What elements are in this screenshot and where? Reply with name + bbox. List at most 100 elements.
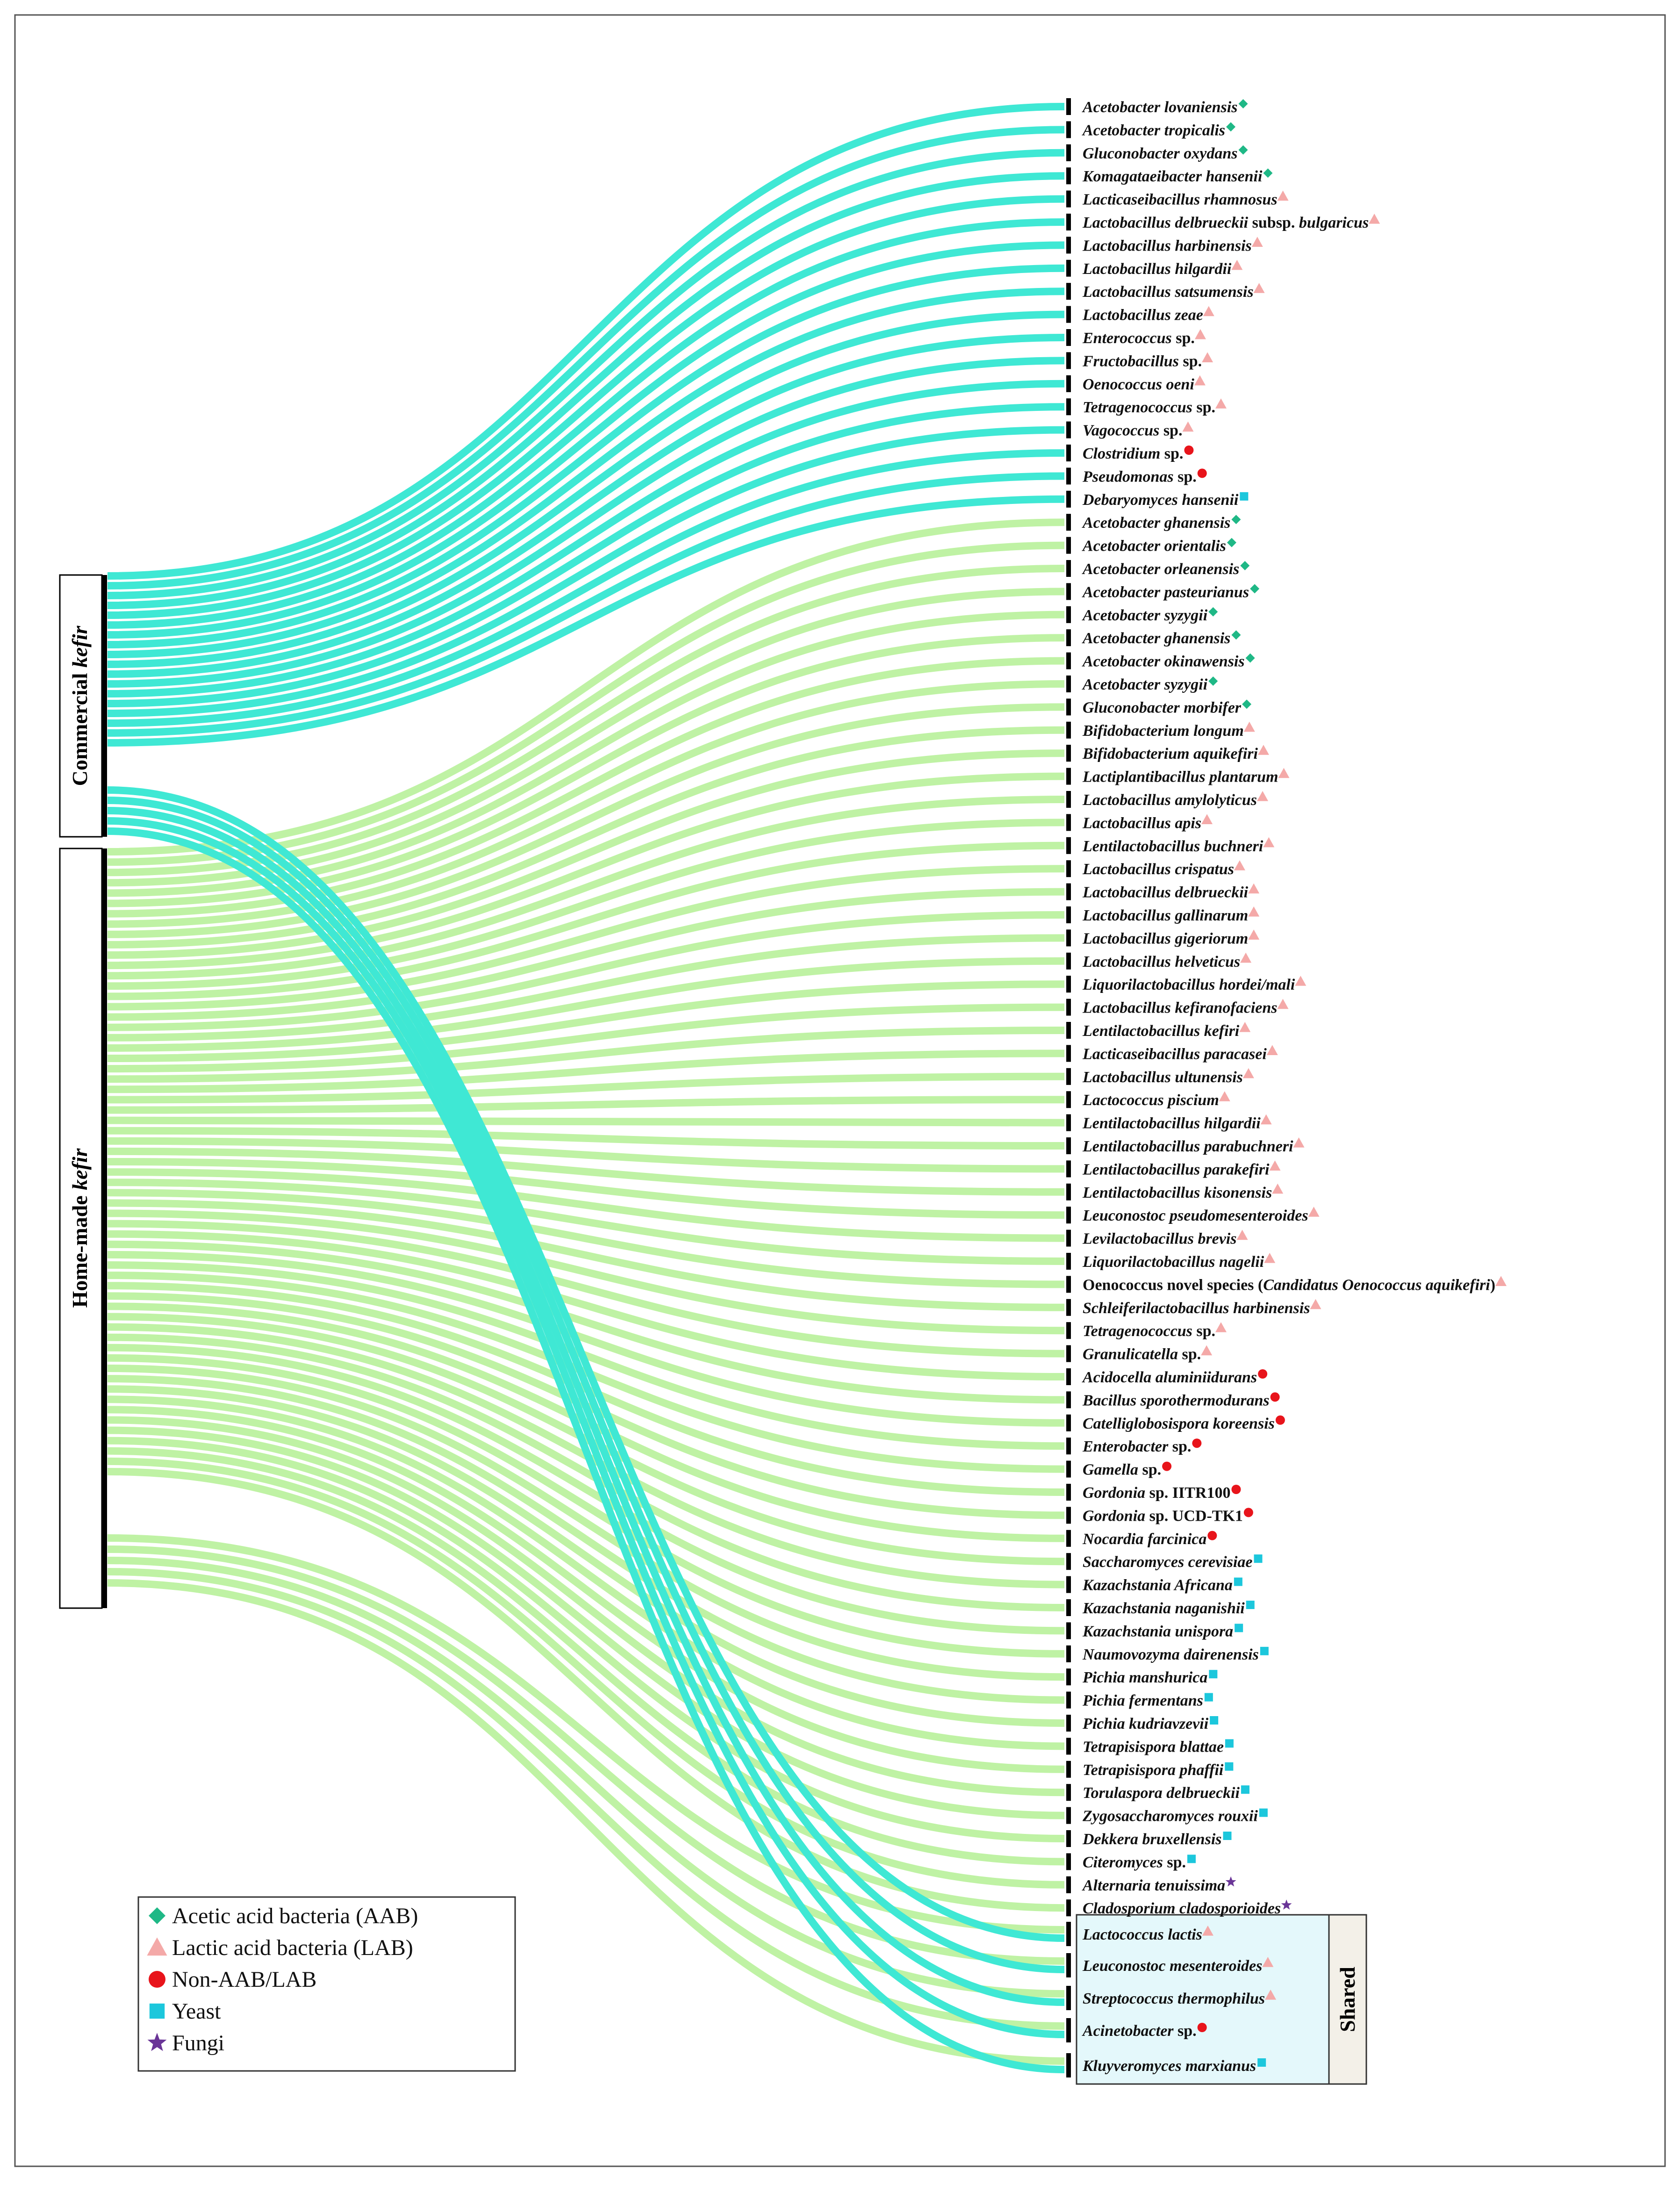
homemade-group: Home-made kefir: [59, 848, 107, 1609]
species-node: [1066, 1299, 1071, 1316]
homemade-flow: [107, 772, 1065, 970]
lab-marker-icon: [1308, 1207, 1320, 1217]
commercial-flow: [107, 403, 1065, 707]
species-node: [1066, 1576, 1071, 1593]
species-label: Debaryomyces hansenii: [1082, 491, 1239, 509]
species-label: Bifidobacterium longum: [1082, 722, 1244, 740]
species-label: Gordonia sp. IITR100: [1083, 1484, 1230, 1502]
yeast-marker-icon: [1234, 1577, 1242, 1586]
species-label: Kazachstania naganishii: [1082, 1600, 1245, 1617]
lab-marker-icon: [1272, 1183, 1284, 1194]
species-label: Lactobacillus crispatus: [1082, 861, 1234, 878]
species-node: [1066, 1460, 1071, 1478]
homemade-flow: [107, 1158, 1065, 1219]
shared-species-node: [1066, 2018, 1071, 2042]
homemade-flow: [107, 1168, 1065, 1242]
commercial-flow: [107, 195, 1065, 619]
shared-species-node: [1066, 2053, 1071, 2077]
species-label: Pichia kudriavzevii: [1082, 1715, 1209, 1732]
species-node: [1066, 98, 1071, 115]
species-node: [1066, 1391, 1071, 1409]
homemade-flow: [107, 1406, 1065, 1773]
legend-label: Lactic acid bacteria (LAB): [172, 1935, 413, 1960]
species-node: [1066, 121, 1071, 138]
homemade-flow: [107, 1251, 1065, 1427]
species-label: Acetobacter ghanensis: [1082, 514, 1230, 532]
commercial-group-box: [59, 574, 103, 838]
aab-marker-icon: [1208, 607, 1218, 617]
species-node: [1066, 768, 1071, 785]
aab-marker-icon: [1240, 561, 1250, 570]
nonaab-marker-icon: [1258, 1369, 1268, 1379]
species-node: [1066, 1091, 1071, 1108]
yeast-marker-icon: [1257, 2058, 1266, 2067]
species-label: Tetrapisispora phaffii: [1083, 1761, 1224, 1779]
aab-marker-icon: [1263, 168, 1273, 178]
species-node: [1066, 1761, 1071, 1778]
homemade-flow: [107, 541, 1065, 866]
homemade-flow: [107, 1147, 1065, 1196]
species-node: [1066, 190, 1071, 208]
species-label: Naumovozyma dairenensis: [1082, 1646, 1259, 1663]
homemade-flow: [107, 957, 1065, 1052]
species-label: Liquorilactobacillus hordei/mali: [1082, 976, 1295, 993]
lab-marker-icon: [1203, 306, 1214, 316]
species-node: [1066, 1022, 1071, 1039]
species-node: [1066, 1345, 1071, 1362]
lab-marker-icon: [147, 1937, 167, 1956]
species-label: Pseudomonas sp.: [1082, 468, 1197, 485]
species-node: [1066, 1830, 1071, 1847]
lab-marker-icon: [1182, 421, 1194, 432]
shared-species-label: Kluyveromyces marxianus: [1082, 2057, 1256, 2075]
lab-marker-icon: [1264, 1253, 1276, 1263]
homemade-group-label: Home-made kefir: [68, 1148, 92, 1308]
homemade-flow: [107, 1003, 1065, 1073]
species-node: [1066, 1045, 1071, 1062]
lab-marker-icon: [1202, 352, 1213, 362]
homemade-flow: [107, 1468, 1065, 1912]
species-label: Tetrapisispora blattae: [1083, 1738, 1224, 1755]
homemade-flow: [107, 1354, 1065, 1658]
species-label: Pichia fermentans: [1082, 1692, 1203, 1710]
lab-marker-icon: [1201, 1345, 1213, 1356]
species-label: Lacticaseibacillus paracasei: [1082, 1045, 1267, 1063]
shared-species-label: Acinetobacter sp.: [1082, 2022, 1197, 2040]
species-node: [1066, 629, 1071, 647]
species-nodes: [1066, 98, 1071, 2077]
lab-marker-icon: [1257, 745, 1269, 755]
commercial-flow: [107, 172, 1065, 609]
species-node: [1066, 306, 1071, 323]
homemade-flow: [107, 841, 1065, 1000]
lab-marker-icon: [1248, 883, 1260, 894]
species-label: Lactobacillus hilgardii: [1082, 260, 1232, 278]
lab-marker-icon: [1278, 768, 1290, 778]
yeast-marker-icon: [1246, 1601, 1255, 1609]
lab-marker-icon: [1266, 1045, 1278, 1055]
species-label: Acetobacter orleanensis: [1082, 561, 1239, 578]
species-label: Lentilactobacillus kefiri: [1082, 1022, 1240, 1040]
lab-marker-icon: [1236, 1229, 1248, 1240]
homemade-flow: [107, 1344, 1065, 1635]
lab-marker-icon: [1215, 1322, 1227, 1332]
species-node: [1066, 976, 1071, 993]
species-label: Enterobacter sp.: [1082, 1438, 1191, 1455]
homemade-flow: [107, 1457, 1065, 1889]
shared-commercial-flow: [107, 797, 1065, 1973]
lab-marker-icon: [1265, 1990, 1277, 2000]
species-label: Lactobacillus kefiranofaciens: [1082, 999, 1277, 1017]
commercial-flow: [107, 449, 1065, 727]
species-label: Acetobacter lovaniensis: [1082, 99, 1237, 116]
legend-label: Acetic acid bacteria (AAB): [172, 1904, 418, 1928]
aab-marker-icon: [1245, 653, 1255, 663]
nonaab-marker-icon: [1231, 1485, 1241, 1494]
nonaab-marker-icon: [1197, 2023, 1207, 2032]
shared-species-node: [1066, 1922, 1071, 1946]
species-node: [1066, 791, 1071, 808]
lab-marker-icon: [1262, 1957, 1274, 1967]
homemade-group-bar: [101, 848, 107, 1608]
commercial-group: Commercial kefir: [59, 574, 107, 838]
species-node: [1066, 906, 1071, 923]
species-label: Lactococcus piscium: [1082, 1092, 1219, 1109]
species-node: [1066, 814, 1071, 831]
nonaab-marker-icon: [1192, 1438, 1202, 1448]
